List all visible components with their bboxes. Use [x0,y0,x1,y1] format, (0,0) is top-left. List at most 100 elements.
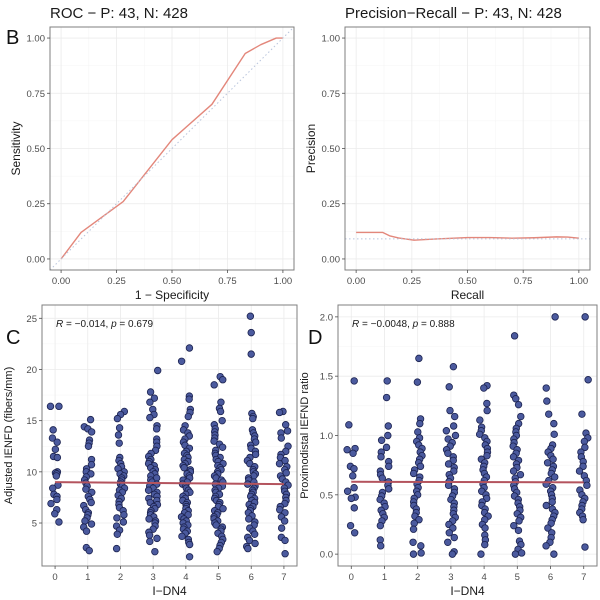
ienfd-data-point [146,413,154,422]
ratio-data-point [516,470,525,479]
ienfd-y-ticks: 5 10 15 20 25 [26,314,42,530]
ienfd-data-point [53,453,62,462]
pr-x-label: Recall [451,288,484,302]
ratio-data-point [384,422,392,430]
pr-y-ticks: 0.00 0.25 0.50 0.75 1.00 [322,34,345,265]
roc-x-tick-label: 0.50 [163,276,182,287]
ratio-marks [343,313,592,558]
ratio-y-tick-label: 0.5 [320,490,333,501]
pr-y-tick-label: 0.25 [322,199,341,210]
ratio-data-point [349,472,357,480]
ratio-data-point [413,378,422,386]
ienfd-panel: 0 1 2 3 4 5 6 7 5 10 15 20 25 R = −0.014, p = 0.679… [3,304,298,598]
roc-y-tick-label: 1.00 [27,34,46,45]
ratio-data-point [517,412,525,421]
ratio-y-tick-label: 2.0 [320,312,333,323]
pr-title: Precision−Recall − P: 43, N: 428 [345,5,562,22]
ienfd-data-point [145,515,153,523]
roc-x-label: 1 − Specificity [135,288,209,302]
ratio-data-point [549,455,557,463]
ratio-data-point [444,538,452,546]
ienfd-data-point [185,395,193,403]
roc-y-tick-label: 0.75 [27,89,46,100]
ienfd-data-point [115,424,124,432]
ienfd-y-tick-label: 25 [26,314,37,325]
ienfd-data-point [87,498,95,507]
ienfd-data-point [49,426,57,434]
ienfd-data-point [185,540,194,549]
ienfd-data-point [55,518,63,526]
pr-x-tick-label: 0.00 [347,276,366,287]
pr-marks [345,231,590,241]
ratio-data-point [550,430,558,439]
pr-x-tick-label: 1.00 [570,276,589,287]
ratio-data-point [343,446,351,454]
ratio-data-point [343,487,352,495]
ienfd-data-point [281,550,289,558]
ratio-data-point [385,485,393,493]
ratio-data-point [511,550,520,558]
pr-y-label: Precision [304,124,318,173]
ienfd-data-point [184,412,192,421]
ienfd-data-point [87,428,96,436]
ratio-data-point [449,362,458,371]
ratio-data-point [483,451,491,460]
ienfd-data-point [84,442,93,450]
ienfd-data-point [210,381,218,389]
ratio-r-value: −0.0048 [371,319,408,330]
ienfd-data-point [145,531,154,539]
ienfd-marks [46,312,292,561]
ratio-data-point [481,540,489,549]
ienfd-data-point [151,547,159,556]
ienfd-x-tick-label: 4 [183,572,188,583]
roc-marks [49,26,295,271]
ratio-data-point [548,498,556,506]
ienfd-data-point [52,472,61,480]
ratio-data-point [350,484,358,492]
ienfd-data-point [247,350,255,358]
ratio-data-point [579,516,587,524]
ratio-data-point [542,384,550,392]
ienfd-frame [41,304,298,567]
roc-y-label: Sensitivity [9,121,23,175]
ienfd-data-point [247,328,255,337]
ratio-data-point [444,460,453,468]
ienfd-data-point [120,511,128,519]
ratio-data-point [444,449,452,457]
ienfd-data-point [146,537,154,546]
ienfd-data-point [150,394,159,402]
ienfd-data-point [213,547,221,556]
ratio-data-point [578,410,586,418]
ratio-p-label: p [412,319,419,330]
ratio-data-point [445,529,453,537]
ienfd-data-point [82,485,90,493]
ienfd-data-point [246,312,255,320]
ienfd-y-tick-label: 15 [26,416,37,427]
ratio-x-tick-label: 2 [415,572,420,583]
ienfd-data-point [283,427,292,435]
ratio-data-point [409,538,417,546]
ratio-regression-line [351,480,584,484]
ratio-data-point [483,406,491,415]
ienfd-data-point [218,416,226,425]
ienfd-data-point [177,357,186,365]
ienfd-data-point [87,460,96,469]
ienfd-data-point [48,434,57,442]
ienfd-y-tick-label: 5 [32,519,37,530]
ratio-x-ticks: 0 1 2 3 4 5 6 7 [349,566,586,583]
ratio-data-point [417,542,425,550]
ienfd-data-point [46,402,55,411]
roc-ROC-line [60,37,283,260]
ienfd-data-point [146,388,155,396]
ienfd-data-point [87,520,96,528]
ienfd-p-label: p [110,319,117,330]
ienfd-data-point [119,518,128,526]
ienfd-data-point [153,534,161,543]
pr-x-ticks: 0.00 0.25 0.50 0.75 1.00 [347,270,588,287]
ienfd-data-point [153,366,162,375]
ienfd-data-point [249,414,257,423]
ienfd-data-point [85,546,93,555]
ratio-data-point [551,313,559,321]
ratio-data-point [550,550,558,558]
ienfd-regression-line [55,481,284,486]
